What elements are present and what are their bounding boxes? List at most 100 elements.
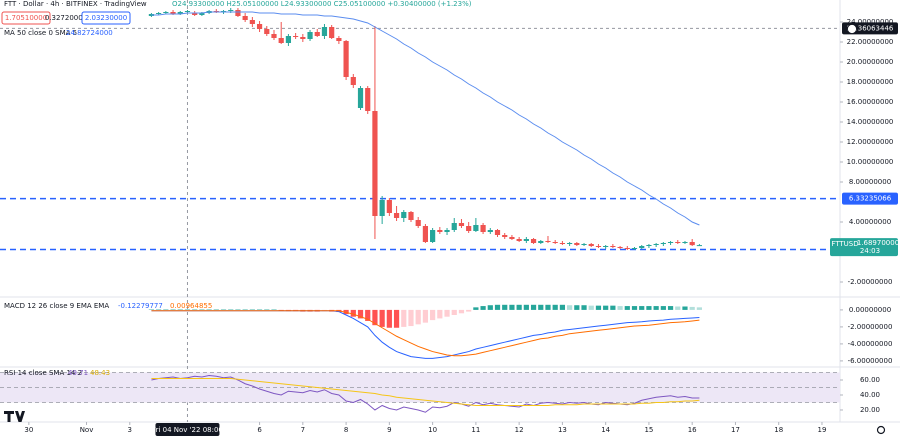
candle-body <box>603 246 609 247</box>
x-tick-label: Nov <box>80 426 94 434</box>
candle-body <box>156 13 162 14</box>
candle-body <box>696 245 702 247</box>
sma-line <box>151 11 700 226</box>
macd-line <box>151 310 700 357</box>
candle-body <box>523 239 529 241</box>
sell-price[interactable]: 1.70510000 <box>5 14 47 22</box>
candle-body <box>458 223 465 226</box>
histogram-bar <box>473 307 479 310</box>
candle-body <box>408 212 414 220</box>
histogram-bar <box>689 306 695 310</box>
histogram-bar <box>430 309 436 321</box>
histogram-bar <box>379 309 385 327</box>
candle-body <box>350 77 356 85</box>
histogram-bar <box>502 304 508 310</box>
candle-body <box>343 41 349 77</box>
x-tick-label: 13 <box>558 426 567 434</box>
candle-body <box>163 12 169 13</box>
settings-icon[interactable] <box>876 425 886 435</box>
candle-body <box>415 220 421 226</box>
candle-body <box>184 11 191 12</box>
x-tick-label: 6 <box>257 426 262 434</box>
tv-logo[interactable] <box>4 411 25 422</box>
x-tick-label: 10 <box>428 426 437 434</box>
histogram-bar <box>595 305 602 310</box>
histogram-bar <box>458 309 465 314</box>
candle-body <box>538 241 544 243</box>
histogram-bar <box>660 306 666 310</box>
crosshair-time-bg <box>155 423 220 436</box>
candle-body <box>559 243 566 244</box>
candle-body <box>494 230 501 235</box>
candle-body <box>624 248 630 249</box>
crosshair-time: Fri 04 Nov '22 08:00 <box>152 426 223 434</box>
x-tick-label: 12 <box>515 426 524 434</box>
candle-body <box>170 12 176 14</box>
histogram-bar <box>408 309 414 327</box>
candle-body <box>660 243 666 244</box>
y-tick-label: -2.00000000 <box>848 278 893 286</box>
sell-box[interactable] <box>1 11 51 25</box>
candle-body <box>480 225 486 232</box>
y-tick-label: 18.00000000 <box>847 78 894 86</box>
candle-body <box>588 244 594 246</box>
x-tick-label: 16 <box>688 426 697 434</box>
candle-body <box>444 230 450 232</box>
last-price: 1.68970000 <box>857 239 899 247</box>
histogram-bar <box>631 306 638 310</box>
x-tick-label: 14 <box>601 426 610 434</box>
candle-body <box>617 247 623 248</box>
histogram-bar <box>538 304 544 310</box>
histogram-bar <box>696 307 702 310</box>
histogram-bar <box>415 309 421 325</box>
candle-body <box>256 24 263 29</box>
buy-box[interactable] <box>81 11 131 25</box>
x-tick-label: 17 <box>731 426 740 434</box>
candle-body <box>552 242 558 243</box>
histogram-bar <box>523 304 529 310</box>
y-tick-label: 60.00 <box>860 376 880 384</box>
candle-body <box>516 239 522 241</box>
tv-logo-shape[interactable] <box>4 411 25 422</box>
macd-legend: MACD 12 26 close 9 EMA EMA <box>4 302 109 310</box>
candle-body <box>646 245 652 246</box>
candle-body <box>631 248 638 249</box>
candle-body <box>357 88 364 108</box>
histogram-bar <box>530 304 537 310</box>
histogram-bar <box>567 305 573 310</box>
histogram-bar <box>386 309 392 328</box>
x-tick-label: 30 <box>24 426 33 434</box>
candle-body <box>545 241 551 242</box>
candle-body <box>595 246 602 247</box>
candle-body <box>653 244 659 245</box>
y-tick-label: 4.00000000 <box>849 218 891 226</box>
histogram-bar <box>487 305 493 310</box>
candle-body <box>307 32 313 39</box>
y-tick-label: 0.00000000 <box>849 306 891 314</box>
rsi-legend: RSI 14 close SMA 14 2 <box>4 369 82 377</box>
candle-body <box>530 239 537 243</box>
histogram-bar <box>451 309 457 315</box>
candle-body <box>567 243 573 244</box>
candle-body <box>487 230 493 232</box>
candle-body <box>314 32 320 36</box>
y-tick-label: 12.00000000 <box>847 138 894 146</box>
candle-body <box>336 38 342 41</box>
histogram-bar <box>545 304 551 310</box>
candle-body <box>329 27 335 38</box>
candle-body <box>365 88 371 111</box>
histogram-bar <box>401 309 407 327</box>
histogram-bar <box>437 309 443 319</box>
add-button[interactable] <box>847 24 857 34</box>
histogram-bar <box>639 306 645 310</box>
histogram-bar <box>357 309 364 319</box>
histogram-bar <box>574 305 580 310</box>
candle-body <box>437 230 443 232</box>
histogram-bar <box>617 306 623 310</box>
candle-body <box>581 244 587 245</box>
histogram-bar <box>422 309 429 323</box>
buy-price[interactable]: 2.03230000 <box>85 14 127 22</box>
y-tick-label: 10.00000000 <box>847 158 894 166</box>
